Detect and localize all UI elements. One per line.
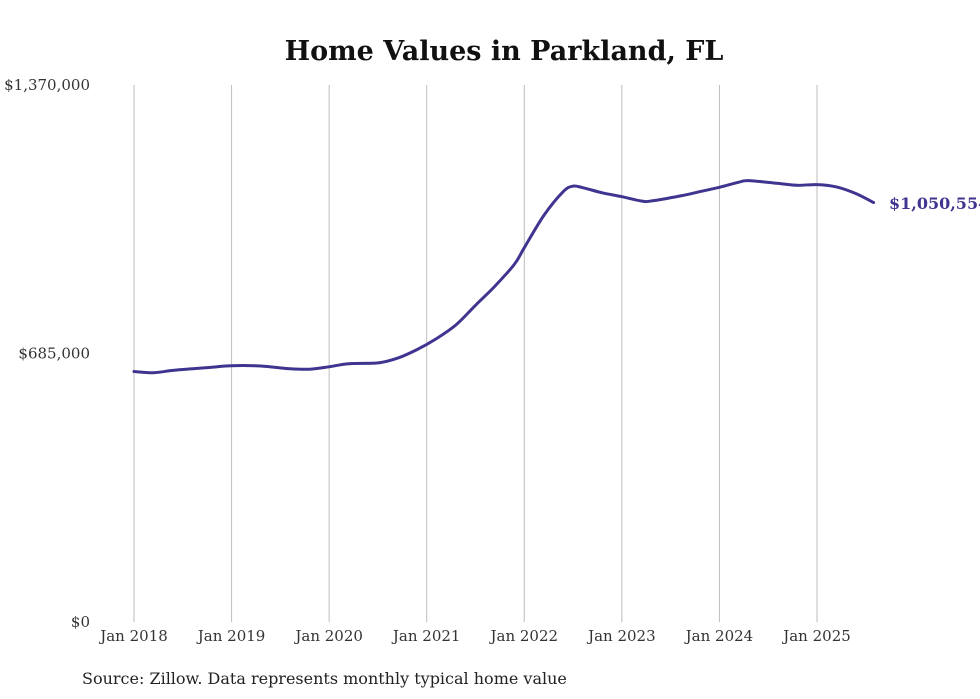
y-axis-ticks: $0 $685,000 $1,370,000	[4, 76, 90, 631]
chart-title: Home Values in Parkland, FL	[285, 36, 724, 67]
x-tick-label: Jan 2025	[781, 627, 851, 645]
x-tick-label: Jan 2019	[196, 627, 266, 645]
y-tick-label: $685,000	[18, 345, 90, 363]
series-layer	[132, 179, 876, 375]
x-tick-label: Jan 2021	[391, 627, 461, 645]
x-tick-label: Jan 2018	[98, 627, 168, 645]
source-note: Source: Zillow. Data represents monthly …	[82, 669, 567, 688]
x-tick-label: Jan 2022	[489, 627, 559, 645]
x-axis-ticks: Jan 2018 Jan 2019 Jan 2020 Jan 2021 Jan 2022…	[98, 627, 851, 645]
y-tick-label: $0	[71, 613, 90, 631]
end-value-label: $1,050,554	[889, 194, 980, 213]
x-tick-label: Jan 2023	[586, 627, 656, 645]
y-tick-label: $1,370,000	[4, 76, 90, 94]
gridlines	[133, 85, 818, 622]
series-line-0	[132, 179, 876, 375]
x-tick-label: Jan 2020	[293, 627, 363, 645]
x-tick-label: Jan 2024	[684, 627, 754, 645]
